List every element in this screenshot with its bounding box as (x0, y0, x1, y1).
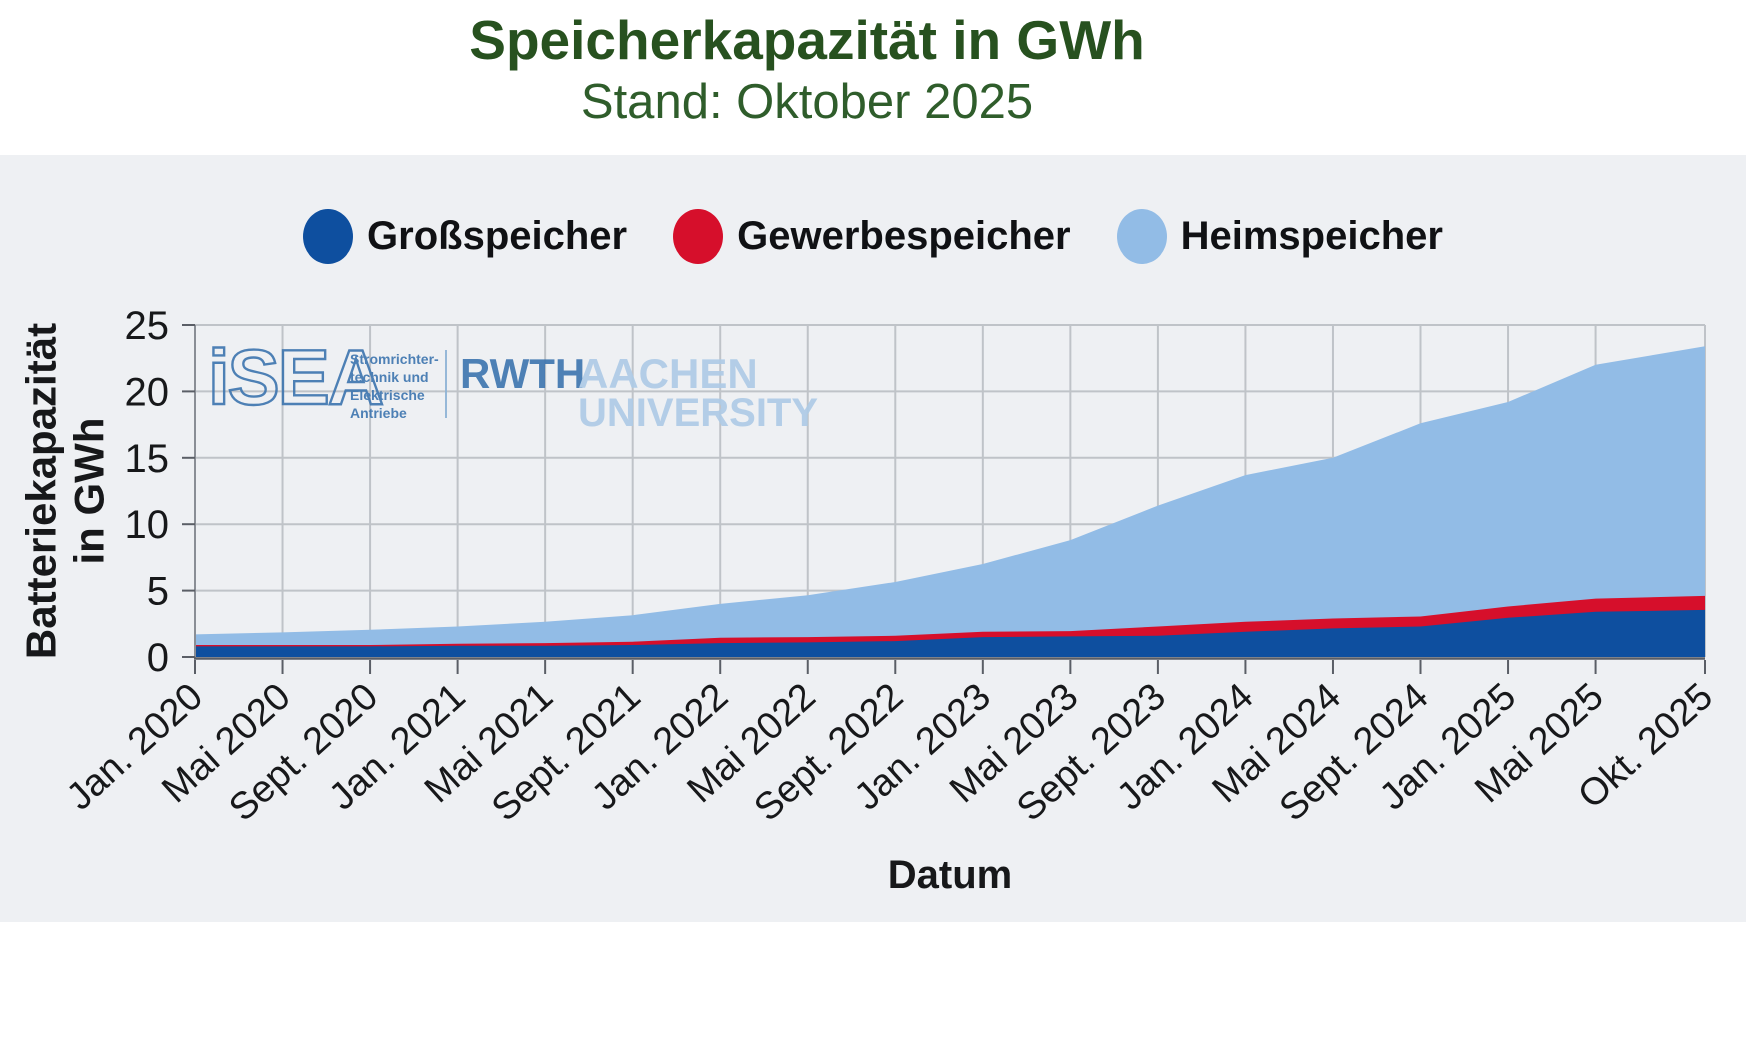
legend-label: Gewerbespeicher (737, 214, 1071, 258)
chart-title: Speicherkapazität in GWh (469, 9, 1145, 71)
isea-logo-subtext: Elektrische (350, 387, 425, 403)
legend-item-3: Heimspeicher (1116, 209, 1443, 264)
rwth-aachen-text: AACHEN (578, 350, 758, 397)
y-tick-label: 10 (125, 503, 170, 547)
legend-item-2: Gewerbespeicher (673, 209, 1071, 264)
chart-subtitle: Stand: Oktober 2025 (580, 74, 1034, 129)
rwth-logo: RWTH (460, 350, 585, 397)
y-tick-label: 15 (125, 437, 170, 481)
area-heimspeicher (195, 346, 1705, 657)
legend-marker-icon (303, 209, 354, 264)
isea-logo-subtext: Antriebe (350, 405, 407, 421)
legend-label: Heimspeicher (1180, 214, 1443, 258)
legend-item-1: Großspeicher (303, 209, 627, 264)
legend-marker-icon (673, 209, 724, 264)
legend: Großspeicher Gewerbespeicher Heimspeicher (0, 209, 1746, 264)
isea-logo: iSEA (208, 333, 383, 421)
isea-logo-subtext: Stromrichter- (350, 351, 439, 367)
isea-logo-subtext: technik und (350, 369, 429, 385)
y-tick-label: 0 (147, 636, 169, 680)
x-axis-title: Datum (887, 853, 1013, 897)
title-block: Speicherkapazität in GWh Stand: Oktober … (0, 10, 1746, 130)
y-tick-label: 25 (125, 304, 170, 348)
rwth-university-text: UNIVERSITY (578, 391, 818, 435)
y-tick-label: 5 (147, 570, 169, 614)
y-tick-label: 20 (125, 370, 170, 414)
area-grospeicher (195, 609, 1705, 657)
legend-label: Großspeicher (367, 214, 628, 258)
legend-marker-icon (1116, 209, 1167, 264)
